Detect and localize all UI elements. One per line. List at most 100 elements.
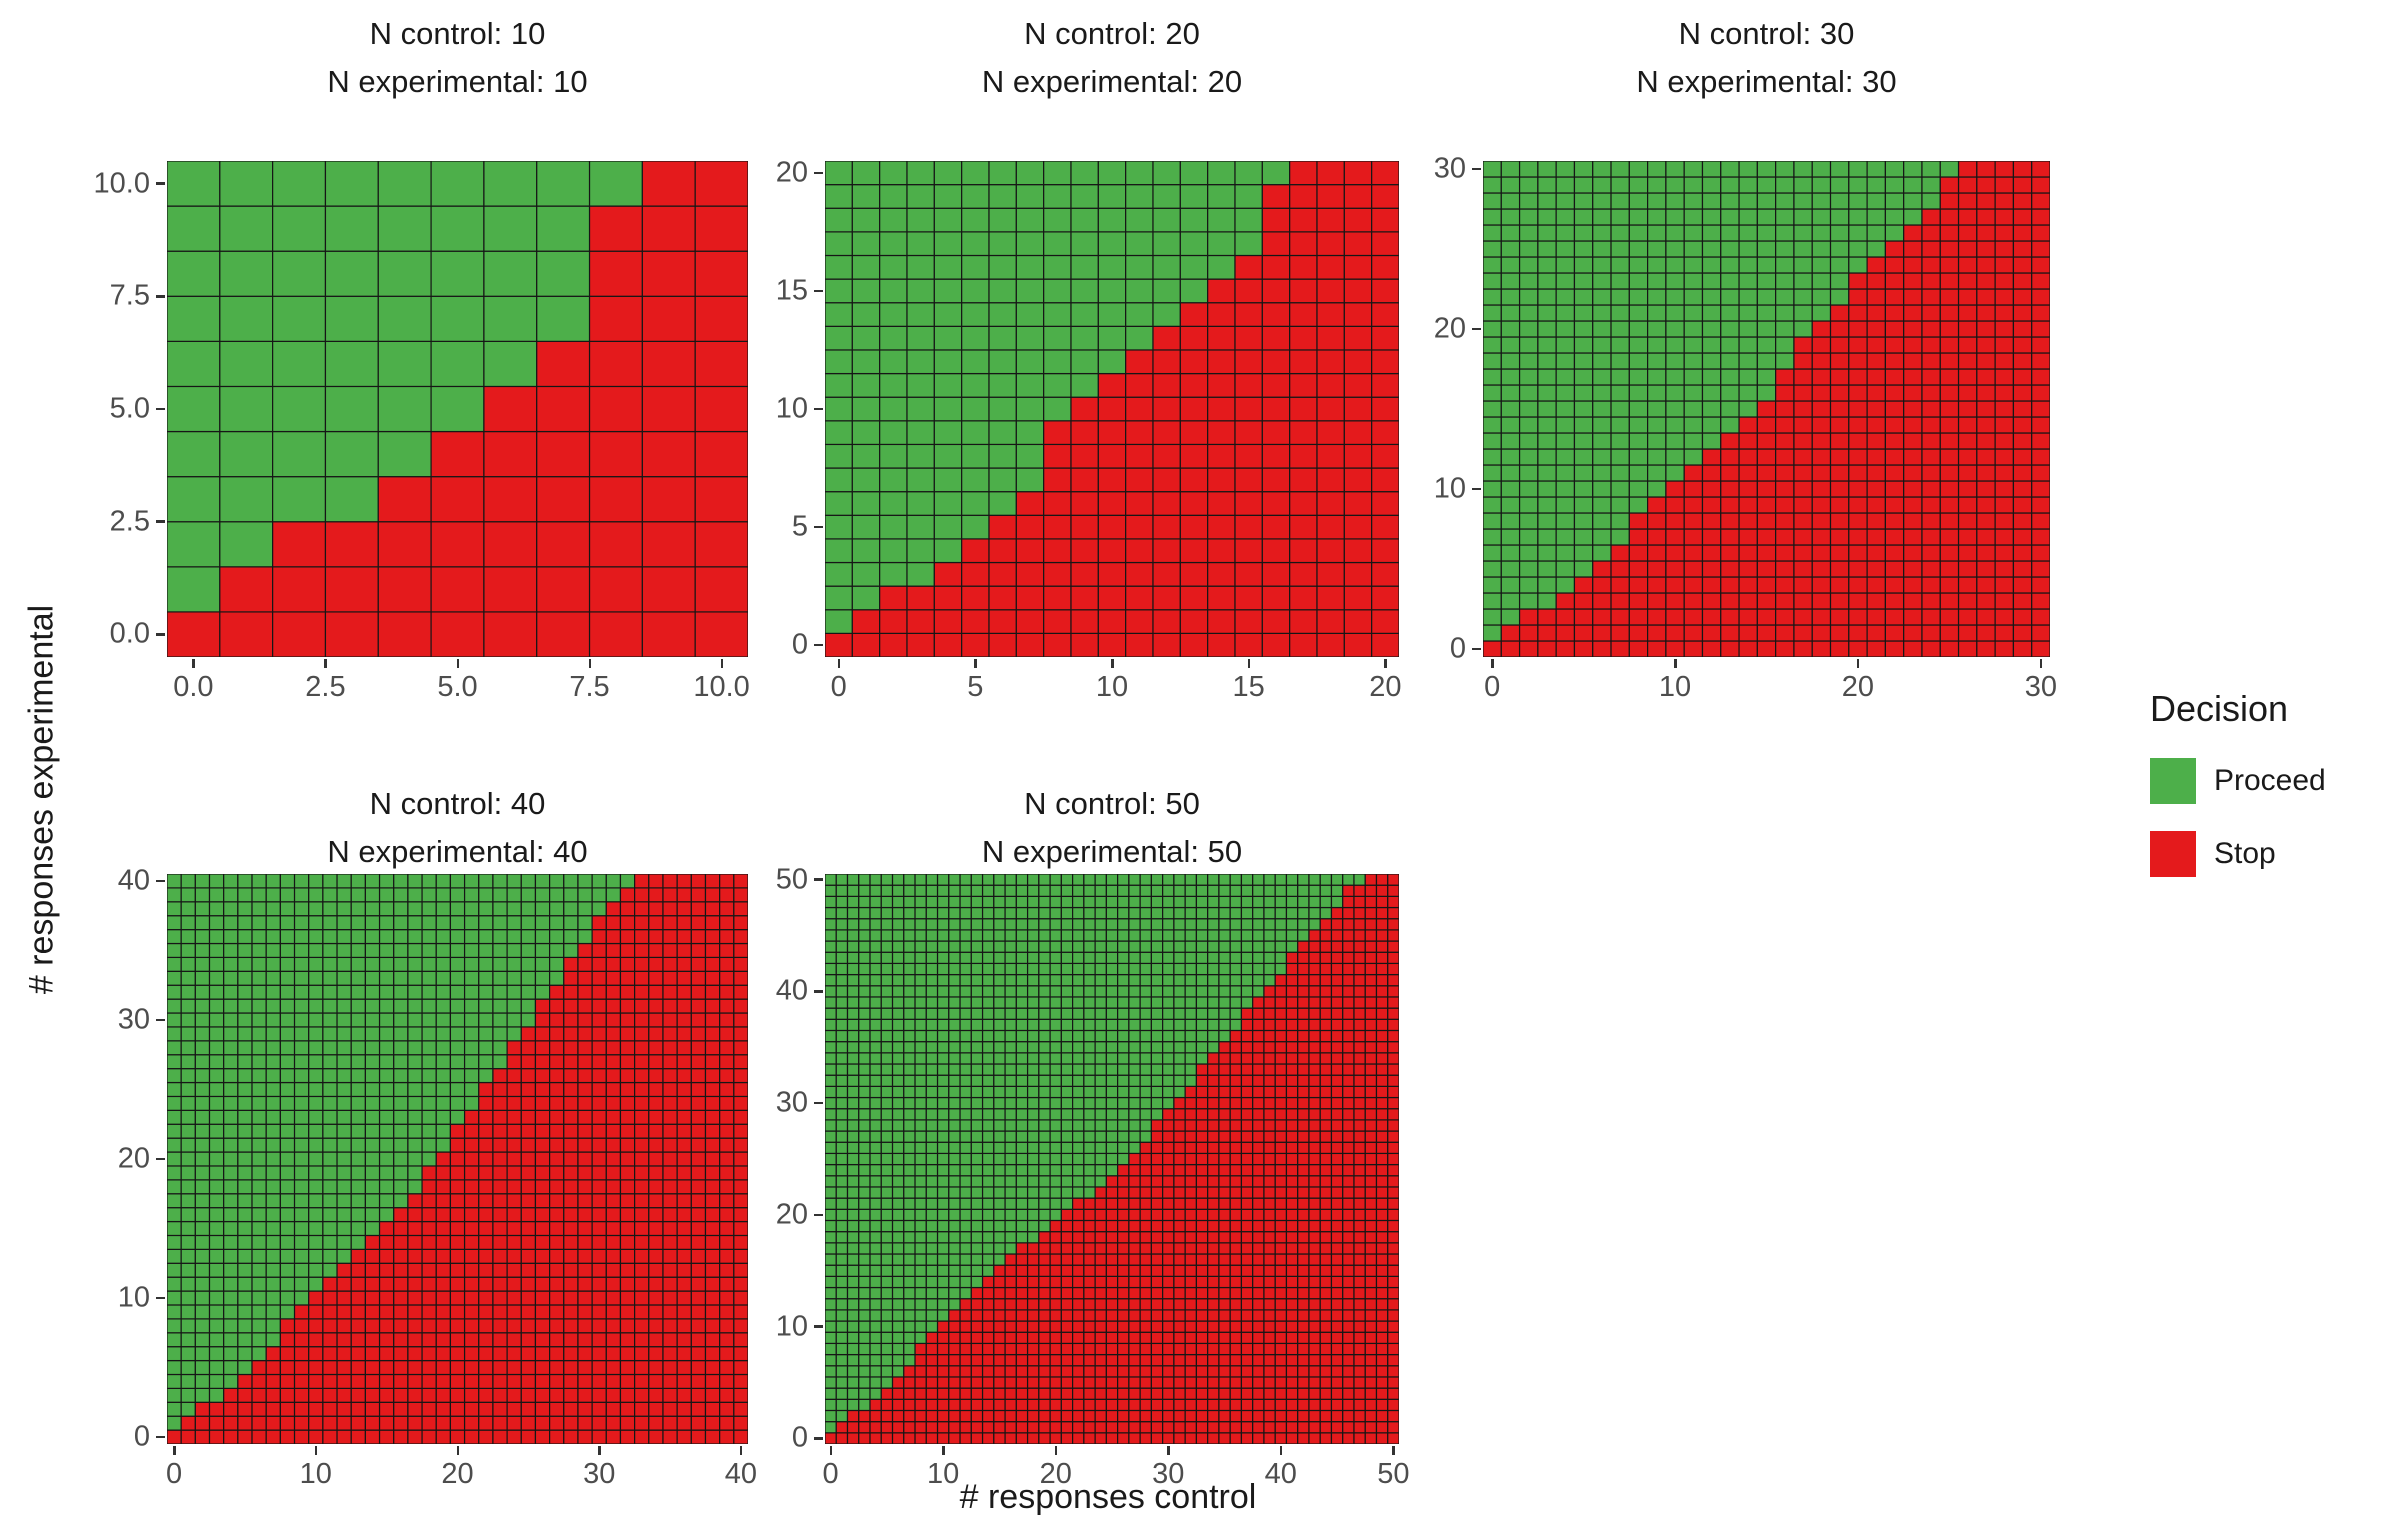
y-tick-label: 20 (70, 1143, 150, 1176)
x-tick-mark (721, 659, 724, 668)
y-tick-label: 20 (1386, 313, 1466, 346)
x-tick-mark (1167, 1446, 1170, 1455)
x-tick-mark (830, 1446, 833, 1455)
x-tick-mark (2040, 659, 2043, 668)
x-tick-label: 2.5 (305, 671, 345, 704)
x-tick-label: 15 (1233, 671, 1265, 704)
y-tick-mark (814, 408, 823, 411)
legend-stop-label: Stop (2214, 831, 2276, 877)
facet-4-experimental-title: N experimental: 40 (167, 834, 748, 870)
y-tick-mark (814, 1325, 823, 1328)
y-tick-label: 15 (728, 274, 808, 307)
x-tick-label: 10.0 (693, 671, 749, 704)
x-tick-label: 10 (300, 1458, 332, 1491)
facet-1-experimental-title: N experimental: 10 (167, 64, 748, 100)
x-tick-mark (942, 1446, 945, 1455)
facet-grid-n20 (825, 161, 1399, 657)
facet-grid-n30 (1483, 161, 2050, 657)
y-tick-label: 50 (728, 863, 808, 896)
y-tick-mark (814, 1102, 823, 1105)
y-tick-label: 2.5 (70, 505, 150, 538)
y-tick-mark (814, 526, 823, 529)
x-tick-mark (1111, 659, 1114, 668)
x-tick-label: 20 (1369, 671, 1401, 704)
y-tick-mark (814, 990, 823, 993)
y-tick-label: 10.0 (70, 167, 150, 200)
x-axis-title: # responses control (808, 1478, 1408, 1517)
y-tick-mark (156, 1436, 165, 1439)
x-tick-mark (589, 659, 592, 668)
facet-4-control-title: N control: 40 (167, 786, 748, 822)
y-tick-label: 10 (728, 1310, 808, 1343)
y-tick-label: 30 (1386, 153, 1466, 186)
x-tick-mark (173, 1446, 176, 1455)
y-tick-label: 7.5 (70, 280, 150, 313)
facet-3-experimental-title: N experimental: 30 (1483, 64, 2050, 100)
x-tick-label: 7.5 (569, 671, 609, 704)
y-tick-label: 5.0 (70, 393, 150, 426)
y-tick-mark (1472, 488, 1481, 491)
y-tick-label: 0 (70, 1421, 150, 1454)
x-tick-mark (457, 1446, 460, 1455)
y-tick-mark (156, 408, 165, 411)
y-tick-mark (1472, 168, 1481, 171)
x-tick-mark (1248, 659, 1251, 668)
y-tick-label: 0.0 (70, 618, 150, 651)
x-tick-mark (315, 1446, 318, 1455)
y-tick-mark (814, 290, 823, 293)
y-tick-mark (156, 1158, 165, 1161)
x-tick-mark (974, 659, 977, 668)
x-tick-label: 30 (583, 1458, 615, 1491)
y-tick-mark (156, 520, 165, 523)
y-tick-label: 30 (728, 1087, 808, 1120)
facet-1-control-title: N control: 10 (167, 16, 748, 52)
y-tick-mark (814, 644, 823, 647)
facet-grid-n40 (167, 874, 748, 1444)
y-tick-mark (814, 878, 823, 881)
y-axis-title: # responses experimental (23, 500, 62, 1100)
x-tick-label: 5 (967, 671, 983, 704)
x-tick-mark (1280, 1446, 1283, 1455)
x-tick-label: 0 (831, 671, 847, 704)
x-tick-mark (838, 659, 841, 668)
x-tick-mark (457, 659, 460, 668)
x-tick-label: 10 (1096, 671, 1128, 704)
x-tick-mark (1491, 659, 1494, 668)
y-tick-mark (156, 1297, 165, 1300)
x-tick-mark (324, 659, 327, 668)
x-tick-mark (1674, 659, 1677, 668)
y-tick-mark (1472, 328, 1481, 331)
y-tick-mark (156, 182, 165, 185)
facet-grid-n10 (167, 161, 748, 657)
y-tick-label: 30 (70, 1003, 150, 1036)
y-tick-label: 10 (728, 393, 808, 426)
x-tick-mark (598, 1446, 601, 1455)
x-tick-label: 40 (725, 1458, 757, 1491)
x-tick-label: 0 (166, 1458, 182, 1491)
y-tick-mark (814, 172, 823, 175)
x-tick-label: 0 (1484, 671, 1500, 704)
facet-grid-n50 (825, 874, 1399, 1444)
facet-2-experimental-title: N experimental: 20 (825, 64, 1399, 100)
y-tick-mark (814, 1437, 823, 1440)
y-tick-label: 10 (70, 1282, 150, 1315)
y-tick-label: 40 (728, 975, 808, 1008)
x-tick-mark (192, 659, 195, 668)
y-tick-label: 0 (728, 629, 808, 662)
facet-5-experimental-title: N experimental: 50 (825, 834, 1399, 870)
x-tick-label: 20 (1842, 671, 1874, 704)
y-tick-label: 0 (728, 1422, 808, 1455)
legend-stop-swatch (2150, 831, 2196, 877)
y-tick-mark (156, 295, 165, 298)
x-tick-mark (1392, 1446, 1395, 1455)
y-tick-label: 40 (70, 864, 150, 897)
legend-proceed-label: Proceed (2214, 758, 2326, 804)
y-tick-label: 10 (1386, 473, 1466, 506)
y-tick-mark (814, 1214, 823, 1217)
y-tick-mark (156, 633, 165, 636)
y-tick-label: 20 (728, 1198, 808, 1231)
legend-proceed-swatch (2150, 758, 2196, 804)
y-tick-mark (156, 1019, 165, 1022)
facet-2-control-title: N control: 20 (825, 16, 1399, 52)
